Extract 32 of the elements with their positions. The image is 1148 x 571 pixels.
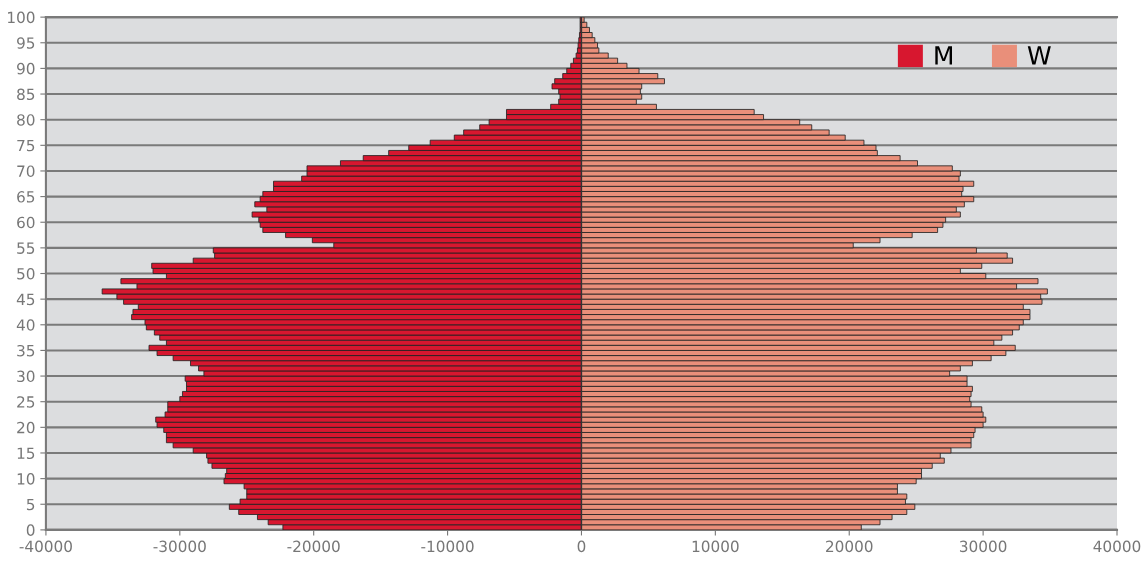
y-tick-label: 0 xyxy=(26,524,35,536)
x-tick-label: -10000 xyxy=(421,540,474,553)
legend-label: M xyxy=(935,46,952,65)
y-tick-label: 10 xyxy=(17,473,35,485)
x-tick-label: 20000 xyxy=(826,540,873,553)
x-tick-label: 30000 xyxy=(959,540,1007,553)
y-tick-label: 60 xyxy=(17,216,35,229)
y-tick-label: 100 xyxy=(8,11,35,24)
x-tick-label: -40000 xyxy=(19,540,72,553)
y-tick-label: 30 xyxy=(17,370,35,383)
x-tick-label: -30000 xyxy=(153,540,206,553)
y-tick-label: 85 xyxy=(17,88,35,101)
y-tick-label: 20 xyxy=(17,421,35,434)
x-tick-label: 40000 xyxy=(1093,540,1141,553)
x-tick-label: 0 xyxy=(577,540,586,553)
y-tick-label: 40 xyxy=(16,319,35,331)
y-tick-label: 75 xyxy=(17,139,35,152)
y-tick-label: 90 xyxy=(17,62,35,75)
x-tick-label: 10000 xyxy=(692,540,739,553)
y-tick-label: 95 xyxy=(17,37,35,49)
y-tick-label: 70 xyxy=(17,165,35,177)
y-tick-label: 25 xyxy=(17,396,35,408)
y-tick-label: 80 xyxy=(17,114,35,126)
y-tick-label: 50 xyxy=(17,267,35,280)
legend-label: W xyxy=(1027,46,1051,65)
x-tick-label: -20000 xyxy=(287,540,340,553)
y-tick-label: 45 xyxy=(16,293,35,306)
y-tick-label: 15 xyxy=(17,447,35,459)
y-tick-label: 35 xyxy=(17,344,35,357)
y-tick-label: 65 xyxy=(17,191,35,203)
y-tick-label: 55 xyxy=(17,242,35,254)
y-tick-label: 5 xyxy=(26,498,35,511)
